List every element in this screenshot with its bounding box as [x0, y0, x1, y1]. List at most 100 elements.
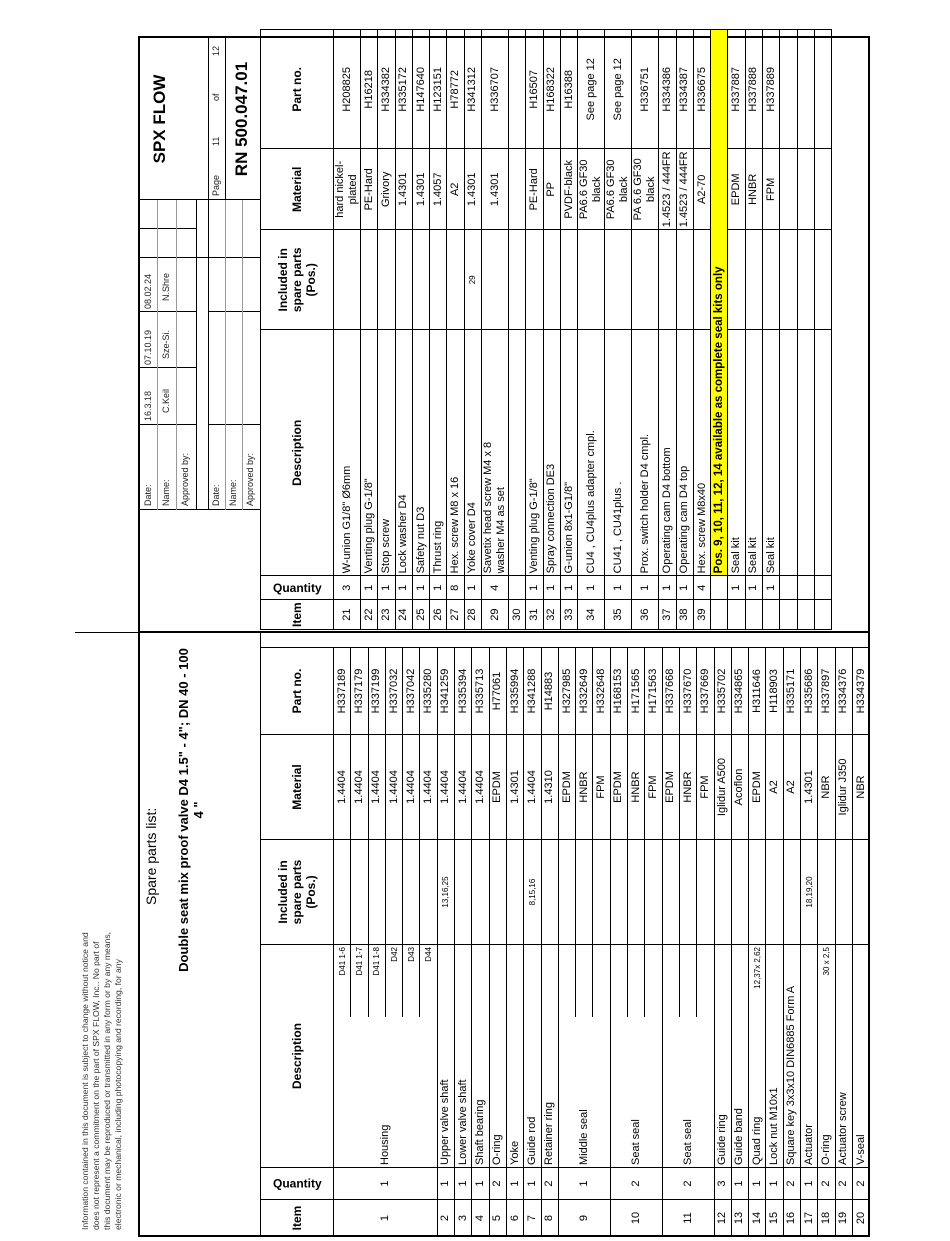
description: Yoke cover D4	[464, 329, 482, 576]
table-row: 14 1 Quad ring 12,37x 2,62 EPDM H311646	[748, 647, 766, 1237]
quantity: 1	[395, 575, 413, 600]
quantity: 1	[765, 1167, 784, 1200]
description-line: Stop screw	[379, 518, 392, 574]
item-number	[745, 599, 763, 630]
description: W-union G1/8" Ø6mm	[333, 329, 361, 576]
included-positions	[644, 839, 663, 945]
material: FPM	[644, 734, 663, 840]
part-number: H123151	[429, 29, 447, 149]
material-line: PE-Hard	[528, 168, 541, 211]
part-number: H77061	[489, 647, 507, 735]
included-positions	[543, 229, 561, 330]
material-line: 1.4523 / 444FR	[660, 151, 673, 228]
company-logo-text: SPX FLOW	[150, 74, 169, 164]
variant	[558, 944, 576, 1018]
disclaimer-line: electronic or mechanical, including phot…	[113, 959, 123, 1230]
description: Thrust ring	[429, 329, 447, 576]
header-line: spare parts	[290, 859, 304, 925]
divider	[75, 632, 138, 633]
description: Prox. switch holder D4 cmpl.	[631, 329, 659, 576]
quantity: 2	[783, 1167, 801, 1200]
description: Guide band	[731, 944, 749, 1168]
part-number	[779, 29, 798, 149]
included-positions	[402, 839, 420, 945]
material: 1.4301	[412, 148, 430, 230]
table-row: 24 1 Lock washer D4 1.4301 H335172	[395, 29, 413, 630]
material: 1.4310	[541, 734, 559, 840]
variant	[627, 944, 645, 1018]
material: 1.4404	[419, 734, 438, 840]
page-label: Page	[211, 174, 221, 196]
item-number: 10	[610, 1199, 663, 1237]
table-row: 1 1 Housing D41 1-6 1.4404 H337189	[333, 647, 438, 1237]
part-number: H337897	[817, 647, 836, 735]
part-number: H335713	[471, 647, 490, 735]
description-line: Seal kit	[764, 537, 777, 574]
quantity	[797, 575, 815, 600]
part-number: H334382	[377, 29, 396, 149]
description: Retainer ring	[541, 944, 559, 1168]
quantity: 1	[762, 575, 780, 600]
included-positions	[429, 229, 447, 330]
quantity: 1	[412, 575, 430, 600]
table-row: 20 2 V-seal NBR H334379	[852, 647, 870, 1237]
item-number	[762, 599, 780, 630]
part-number: H171565	[627, 647, 645, 735]
included-positions	[419, 839, 438, 945]
quantity: 1	[506, 1167, 524, 1200]
table-row: 16 2 Square key 3x3x10 DIN6885 Form A A2 H33…	[783, 647, 801, 1237]
material: hard nickel-plated	[333, 148, 361, 230]
material-line: 1.4301	[397, 172, 410, 207]
material-line: 1.4301	[414, 172, 427, 207]
variant	[696, 944, 715, 1018]
item-number: 38	[676, 599, 694, 630]
header-material: Material	[260, 734, 334, 840]
included-positions	[471, 839, 490, 945]
description-line: Seal kit	[747, 537, 760, 574]
included-positions: 29	[464, 229, 482, 330]
material-line: PP	[545, 181, 558, 197]
included-positions	[835, 839, 853, 945]
part-number: H327985	[558, 647, 576, 735]
page-number: 11	[211, 136, 221, 146]
description: Hex. screw M8x40	[693, 329, 711, 576]
table-row: 11 2 Seat seal EPDM H337668	[662, 647, 715, 1237]
included-positions	[377, 229, 396, 330]
table-row: 15 1 Lock nut M10x1 A2 H118903	[765, 647, 784, 1237]
quantity: 1	[437, 1167, 455, 1200]
description-line: Yoke cover D4	[466, 502, 479, 574]
description: Shaft bearing	[471, 944, 490, 1168]
variant	[679, 944, 697, 1018]
table-row: 21 3 W-union G1/8" Ø6mm hard nickel-plated H…	[333, 29, 361, 630]
material: FPM	[762, 148, 780, 230]
material-line: PA 6.6 GF30	[632, 158, 645, 221]
description: Venting plug G-1/8"	[525, 329, 544, 576]
disclaimer-line: Information contained in this document i…	[80, 932, 90, 1230]
material-line: A2-70	[695, 174, 708, 204]
quantity: 1	[748, 1167, 766, 1200]
header-line: (Pos.)	[304, 263, 318, 297]
total-pages: 12	[211, 45, 221, 56]
table-row: 1 Seal kit EPDM H337887	[727, 29, 746, 630]
table-row: 22 1 Venting plug G-1/8" PE-Hard H16218	[360, 29, 378, 630]
part-number: H78772	[446, 29, 465, 149]
name-value: Sze-Si.	[161, 329, 171, 359]
description: Savetix head screw M4 x 8 washer M4 as se…	[481, 329, 509, 576]
description: V-seal	[852, 944, 870, 1168]
material: NBR	[817, 734, 836, 840]
quantity: 1	[604, 575, 632, 600]
description: Housing	[333, 1017, 438, 1168]
disclaimer-line: this document may be reproduced or trans…	[102, 931, 112, 1230]
table-row: 37 1 Operating cam D4 bottom 1.4523 / 444FR…	[658, 29, 677, 630]
header-material: Material	[260, 148, 334, 230]
material-line: Grivory	[379, 171, 392, 208]
material: EPDM	[489, 734, 507, 840]
included-positions	[696, 839, 715, 945]
description-line: Hex. screw M8 x 16	[449, 476, 462, 574]
table-row: 23 1 Stop screw Grivory H334382	[377, 29, 396, 630]
included-positions	[560, 229, 578, 330]
description: Seat seal	[662, 1017, 715, 1168]
material	[814, 148, 832, 230]
part-number: H337670	[679, 647, 697, 735]
quantity: 1	[429, 575, 447, 600]
